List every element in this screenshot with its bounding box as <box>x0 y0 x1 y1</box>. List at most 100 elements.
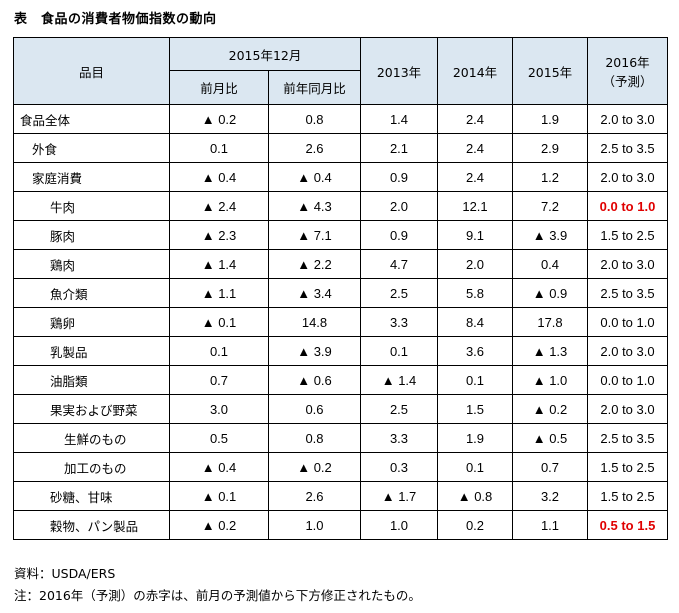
table-row: 加工のもの ▲ 0.4 ▲ 0.2 0.3 0.1 0.7 1.5 to 2.5 <box>13 452 668 482</box>
value-cell: 0.1 <box>360 336 438 366</box>
value-cell: 3.3 <box>360 307 438 337</box>
value-cell: 1.2 <box>512 162 588 192</box>
value-cell: 1.5 <box>437 394 513 424</box>
forecast-cell: 2.0 to 3.0 <box>587 394 668 424</box>
value-cell: 14.8 <box>268 307 361 337</box>
table-row: 鶏卵 ▲ 0.1 14.8 3.3 8.4 17.8 0.0 to 1.0 <box>13 307 668 337</box>
value-cell: 0.5 <box>169 423 269 453</box>
value-cell: 0.4 <box>512 249 588 279</box>
forecast-cell: 1.5 to 2.5 <box>587 481 668 511</box>
value-cell: 0.6 <box>268 394 361 424</box>
value-cell: 2.9 <box>512 133 588 163</box>
value-cell: 0.1 <box>437 365 513 395</box>
value-cell: 0.9 <box>360 162 438 192</box>
value-cell: 2.5 <box>360 278 438 308</box>
value-cell: ▲ 1.4 <box>360 365 438 395</box>
value-cell: ▲ 0.4 <box>169 452 269 482</box>
value-cell: 2.4 <box>437 162 513 192</box>
value-cell: 0.9 <box>360 220 438 250</box>
row-label: 鶏卵 <box>13 307 170 337</box>
value-cell: 0.1 <box>169 336 269 366</box>
cpi-table: 品目 2015年12月 2013年 2014年 2015年 2016年 （予測）… <box>13 37 668 540</box>
value-cell: 0.8 <box>268 104 361 134</box>
value-cell: 7.2 <box>512 191 588 221</box>
header-2013: 2013年 <box>360 37 438 105</box>
forecast-cell: 1.5 to 2.5 <box>587 452 668 482</box>
row-label: 食品全体 <box>13 104 170 134</box>
forecast-cell: 2.0 to 3.0 <box>587 336 668 366</box>
value-cell: ▲ 0.4 <box>169 162 269 192</box>
row-label: 果実および野菜 <box>13 394 170 424</box>
value-cell: 2.6 <box>268 481 361 511</box>
table-row: 油脂類 0.7 ▲ 0.6 ▲ 1.4 0.1 ▲ 1.0 0.0 to 1.0 <box>13 365 668 395</box>
value-cell: 1.4 <box>360 104 438 134</box>
row-label: 油脂類 <box>13 365 170 395</box>
table-row: 豚肉 ▲ 2.3 ▲ 7.1 0.9 9.1 ▲ 3.9 1.5 to 2.5 <box>13 220 668 250</box>
table-row: 砂糖、甘味 ▲ 0.1 2.6 ▲ 1.7 ▲ 0.8 3.2 1.5 to 2.5 <box>13 481 668 511</box>
value-cell: 2.1 <box>360 133 438 163</box>
value-cell: ▲ 3.9 <box>268 336 361 366</box>
value-cell: ▲ 0.9 <box>512 278 588 308</box>
value-cell: ▲ 1.1 <box>169 278 269 308</box>
value-cell: 2.0 <box>360 191 438 221</box>
header-group-dec2015: 2015年12月 <box>169 37 361 71</box>
header-yoy: 前年同月比 <box>268 70 361 105</box>
value-cell: 3.0 <box>169 394 269 424</box>
value-cell: ▲ 1.4 <box>169 249 269 279</box>
value-cell: ▲ 0.2 <box>169 510 269 540</box>
value-cell: 0.3 <box>360 452 438 482</box>
value-cell: ▲ 1.3 <box>512 336 588 366</box>
value-cell: 12.1 <box>437 191 513 221</box>
value-cell: 3.6 <box>437 336 513 366</box>
source-note: 資料：USDA/ERS <box>14 566 116 581</box>
value-cell: 1.0 <box>268 510 361 540</box>
header-2015: 2015年 <box>512 37 588 105</box>
value-cell: ▲ 3.4 <box>268 278 361 308</box>
value-cell: 8.4 <box>437 307 513 337</box>
value-cell: 1.9 <box>437 423 513 453</box>
row-label: 家庭消費 <box>13 162 170 192</box>
value-cell: 9.1 <box>437 220 513 250</box>
table-row: 牛肉 ▲ 2.4 ▲ 4.3 2.0 12.1 7.2 0.0 to 1.0 <box>13 191 668 221</box>
value-cell: ▲ 0.1 <box>169 307 269 337</box>
row-label: 豚肉 <box>13 220 170 250</box>
value-cell: ▲ 0.5 <box>512 423 588 453</box>
value-cell: 2.0 <box>437 249 513 279</box>
value-cell: 0.7 <box>169 365 269 395</box>
row-label: 穀物、パン製品 <box>13 510 170 540</box>
value-cell: ▲ 2.2 <box>268 249 361 279</box>
value-cell: 0.1 <box>169 133 269 163</box>
value-cell: ▲ 7.1 <box>268 220 361 250</box>
value-cell: 2.5 <box>360 394 438 424</box>
forecast-cell: 2.5 to 3.5 <box>587 278 668 308</box>
header-2016-year: 2016年 <box>605 55 650 70</box>
value-cell: 0.8 <box>268 423 361 453</box>
value-cell: 3.2 <box>512 481 588 511</box>
forecast-cell: 0.0 to 1.0 <box>587 365 668 395</box>
forecast-cell: 2.0 to 3.0 <box>587 104 668 134</box>
header-item: 品目 <box>13 37 170 105</box>
table-body: 食品全体 ▲ 0.2 0.8 1.4 2.4 1.9 2.0 to 3.0 外食 0.1 2.6 2… <box>13 104 668 540</box>
value-cell: ▲ 2.3 <box>169 220 269 250</box>
table-row: 家庭消費 ▲ 0.4 ▲ 0.4 0.9 2.4 1.2 2.0 to 3.0 <box>13 162 668 192</box>
row-label: 砂糖、甘味 <box>13 481 170 511</box>
table-row: 生鮮のもの 0.5 0.8 3.3 1.9 ▲ 0.5 2.5 to 3.5 <box>13 423 668 453</box>
value-cell: ▲ 3.9 <box>512 220 588 250</box>
value-cell: 1.1 <box>512 510 588 540</box>
table-row: 果実および野菜 3.0 0.6 2.5 1.5 ▲ 0.2 2.0 to 3.0 <box>13 394 668 424</box>
row-label: 加工のもの <box>13 452 170 482</box>
value-cell: 1.9 <box>512 104 588 134</box>
value-cell: ▲ 1.0 <box>512 365 588 395</box>
value-cell: 2.4 <box>437 133 513 163</box>
row-label: 乳製品 <box>13 336 170 366</box>
value-cell: ▲ 4.3 <box>268 191 361 221</box>
value-cell: ▲ 2.4 <box>169 191 269 221</box>
value-cell: 17.8 <box>512 307 588 337</box>
value-cell: ▲ 0.1 <box>169 481 269 511</box>
value-cell: 2.4 <box>437 104 513 134</box>
value-cell: 5.8 <box>437 278 513 308</box>
forecast-cell: 2.0 to 3.0 <box>587 162 668 192</box>
row-label: 生鮮のもの <box>13 423 170 453</box>
table-row: 食品全体 ▲ 0.2 0.8 1.4 2.4 1.9 2.0 to 3.0 <box>13 104 668 134</box>
value-cell: ▲ 1.7 <box>360 481 438 511</box>
